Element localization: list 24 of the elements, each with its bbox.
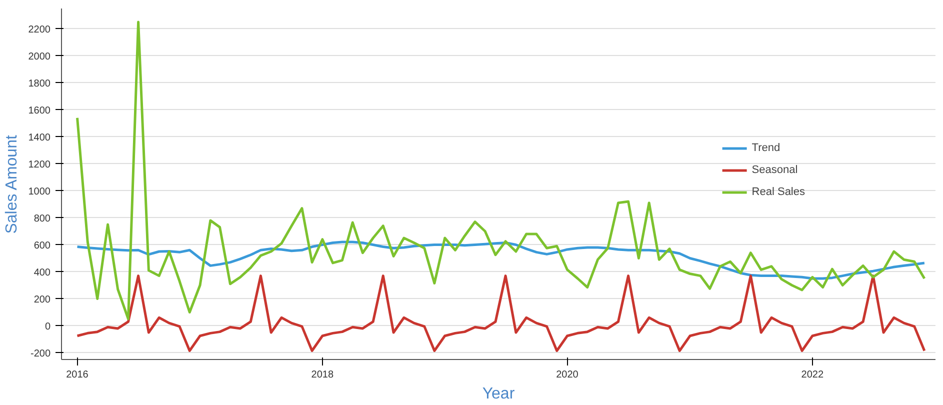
y-tick-label: 600	[34, 240, 51, 252]
x-axis-title: Year	[482, 386, 516, 402]
line-series	[76, 20, 926, 320]
y-tick-label: 1400	[28, 132, 51, 144]
y-tick-label: 400	[34, 267, 51, 278]
y-tick-label: 1800	[28, 78, 51, 90]
line-series	[76, 274, 926, 352]
legend-label: Seasonal	[752, 164, 798, 176]
y-tick-label: 0	[44, 321, 51, 332]
x-tick-label: 2018	[311, 370, 334, 380]
y-tick-label: 2000	[28, 51, 51, 62]
y-tick-label: 1200	[28, 159, 51, 170]
y-tick-label: -200	[30, 348, 51, 360]
y-axis-title: Sales Amount	[3, 134, 20, 234]
x-tick-label: 2022	[801, 370, 824, 380]
y-tick-label: 1000	[28, 186, 51, 198]
y-tick-label: 1600	[28, 105, 51, 116]
y-tick-label: 800	[34, 213, 51, 224]
legend-label: Trend	[752, 142, 780, 154]
y-tick-label: 2200	[28, 24, 51, 36]
x-tick-label: 2016	[66, 370, 89, 380]
legend-label: Real Sales	[752, 186, 805, 198]
y-tick-label: 200	[34, 294, 51, 306]
x-tick-label: 2020	[556, 370, 579, 380]
